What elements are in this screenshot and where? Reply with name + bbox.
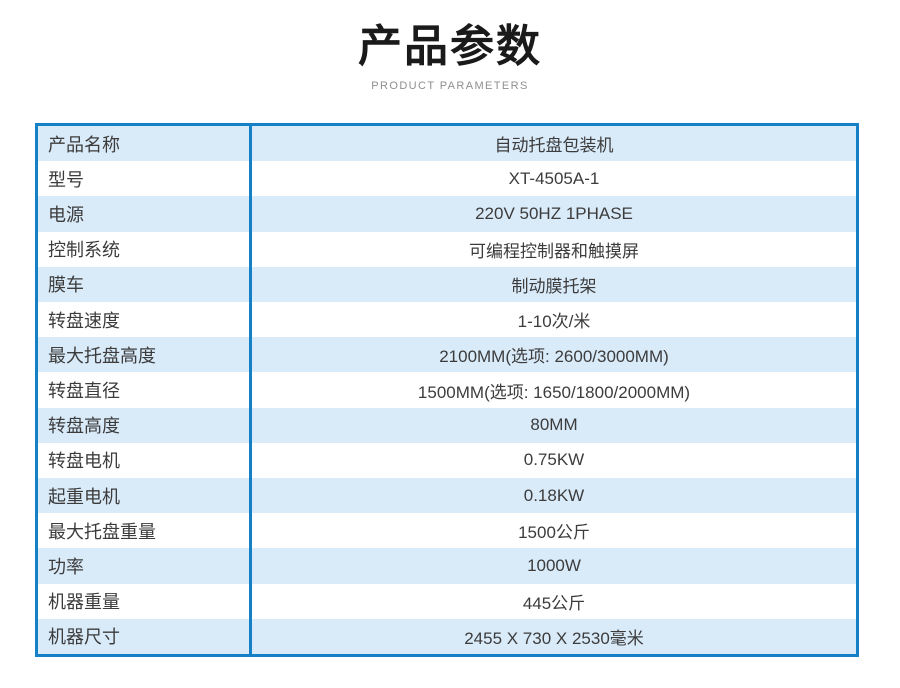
param-value: 制动膜托架 xyxy=(511,276,597,296)
param-value: 1000W xyxy=(527,556,581,576)
table-row: 转盘电机 0.75KW xyxy=(38,442,856,479)
param-label: 型号 xyxy=(38,161,252,197)
page-title: 产品参数 xyxy=(358,22,542,71)
table-row: 电源 220V 50HZ 1PHASE xyxy=(38,196,856,232)
param-value: 80MM xyxy=(530,415,578,435)
param-value: 2455 X 730 X 2530毫米 xyxy=(464,628,644,648)
param-value: 1-10次/米 xyxy=(517,312,591,332)
param-value: 0.75KW xyxy=(523,450,585,470)
param-value: 自动托盘包装机 xyxy=(494,136,614,156)
table-row: 最大托盘高度 2100MM(选项: 2600/3000MM) xyxy=(38,337,856,373)
table-row: 机器尺寸 2455 X 730 X 2530毫米 xyxy=(38,618,856,655)
table-row: 产品名称 自动托盘包装机 xyxy=(38,126,856,162)
param-label: 转盘电机 xyxy=(38,442,252,479)
table-row: 转盘高度 80MM xyxy=(38,407,856,443)
table-row: 机器重量 445公斤 xyxy=(38,583,856,619)
param-value: 0.18KW xyxy=(523,485,585,505)
param-label: 机器重量 xyxy=(38,583,252,619)
table-row: 膜车 制动膜托架 xyxy=(38,266,856,303)
param-value: 2100MM(选项: 2600/3000MM) xyxy=(439,347,669,367)
param-label: 最大托盘高度 xyxy=(38,337,252,373)
param-label: 膜车 xyxy=(38,266,252,303)
param-label: 控制系统 xyxy=(38,231,252,267)
param-value: 1500MM(选项: 1650/1800/2000MM) xyxy=(417,382,691,402)
param-label: 产品名称 xyxy=(38,126,252,162)
param-value: 445公斤 xyxy=(522,593,586,613)
page-subtitle: PRODUCT PARAMETERS xyxy=(371,79,529,92)
page-header: 产品参数 PRODUCT PARAMETERS xyxy=(0,0,900,92)
table-row: 转盘速度 1-10次/米 xyxy=(38,302,856,338)
parameters-table: 产品名称 自动托盘包装机 型号 XT-4505A-1 电源 220V 50HZ … xyxy=(35,123,859,657)
table-row: 起重电机 0.18KW xyxy=(38,478,856,514)
param-value: 220V 50HZ 1PHASE xyxy=(475,204,633,223)
param-label: 转盘高度 xyxy=(38,407,252,443)
param-value: 1500公斤 xyxy=(518,523,590,543)
table-row: 转盘直径 1500MM(选项: 1650/1800/2000MM) xyxy=(38,372,856,408)
param-label: 功率 xyxy=(38,548,252,584)
param-label: 起重电机 xyxy=(38,478,252,514)
table-row: 功率 1000W xyxy=(38,548,856,584)
table-row: 最大托盘重量 1500公斤 xyxy=(38,513,856,549)
param-value: 可编程控制器和触摸屏 xyxy=(469,241,639,261)
param-label: 转盘直径 xyxy=(38,372,252,408)
table-row: 控制系统 可编程控制器和触摸屏 xyxy=(38,231,856,267)
table-row: 型号 XT-4505A-1 xyxy=(38,161,856,197)
param-label: 电源 xyxy=(38,196,252,232)
param-label: 转盘速度 xyxy=(38,302,252,338)
param-label: 机器尺寸 xyxy=(38,618,252,655)
param-label: 最大托盘重量 xyxy=(38,513,252,549)
param-value: XT-4505A-1 xyxy=(508,168,600,188)
